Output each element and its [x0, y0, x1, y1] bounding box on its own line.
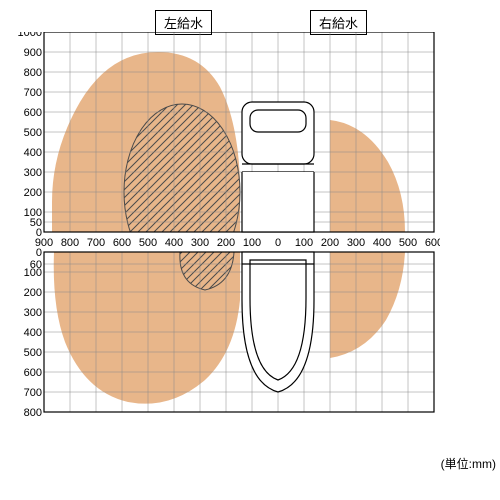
- svg-text:400: 400: [24, 147, 42, 159]
- toilet-lower: [242, 252, 314, 392]
- svg-text:100: 100: [295, 237, 313, 249]
- svg-text:800: 800: [24, 67, 42, 79]
- svg-text:600: 600: [425, 237, 440, 249]
- svg-text:300: 300: [24, 167, 42, 179]
- svg-text:500: 500: [399, 237, 417, 249]
- unit-label: (単位:mm): [441, 455, 496, 472]
- diagram-container: 1000 900 800 700 600 500 400 300 200 100…: [10, 32, 440, 452]
- svg-text:600: 600: [24, 367, 42, 379]
- svg-text:400: 400: [24, 327, 42, 339]
- x-axis-labels: 900 800 700 600 500 400 300 200 100 0 10…: [35, 237, 440, 249]
- svg-text:600: 600: [113, 237, 131, 249]
- svg-text:700: 700: [24, 87, 42, 99]
- svg-text:200: 200: [24, 287, 42, 299]
- svg-text:200: 200: [321, 237, 339, 249]
- upper-right-zone: [330, 120, 405, 232]
- svg-text:600: 600: [24, 107, 42, 119]
- svg-text:300: 300: [24, 307, 42, 319]
- svg-text:100: 100: [243, 237, 261, 249]
- svg-text:700: 700: [87, 237, 105, 249]
- svg-text:500: 500: [24, 347, 42, 359]
- upper-y-labels: 1000 900 800 700 600 500 400 300 200 100…: [18, 32, 42, 239]
- svg-text:0: 0: [275, 237, 281, 249]
- svg-text:300: 300: [191, 237, 209, 249]
- lower-right-zone: [330, 252, 405, 358]
- svg-text:200: 200: [217, 237, 235, 249]
- svg-text:800: 800: [61, 237, 79, 249]
- svg-text:400: 400: [373, 237, 391, 249]
- svg-text:100: 100: [24, 267, 42, 279]
- svg-text:400: 400: [165, 237, 183, 249]
- svg-text:0: 0: [36, 247, 42, 259]
- diagram-svg: 1000 900 800 700 600 500 400 300 200 100…: [10, 32, 440, 452]
- lower-y-labels: 0 60 100 200 300 400 500 600 700 800: [24, 247, 42, 419]
- svg-text:1000: 1000: [18, 32, 42, 39]
- svg-text:500: 500: [24, 127, 42, 139]
- svg-text:200: 200: [24, 187, 42, 199]
- svg-text:900: 900: [24, 47, 42, 59]
- svg-text:800: 800: [24, 407, 42, 419]
- svg-text:700: 700: [24, 387, 42, 399]
- svg-text:300: 300: [347, 237, 365, 249]
- svg-text:500: 500: [139, 237, 157, 249]
